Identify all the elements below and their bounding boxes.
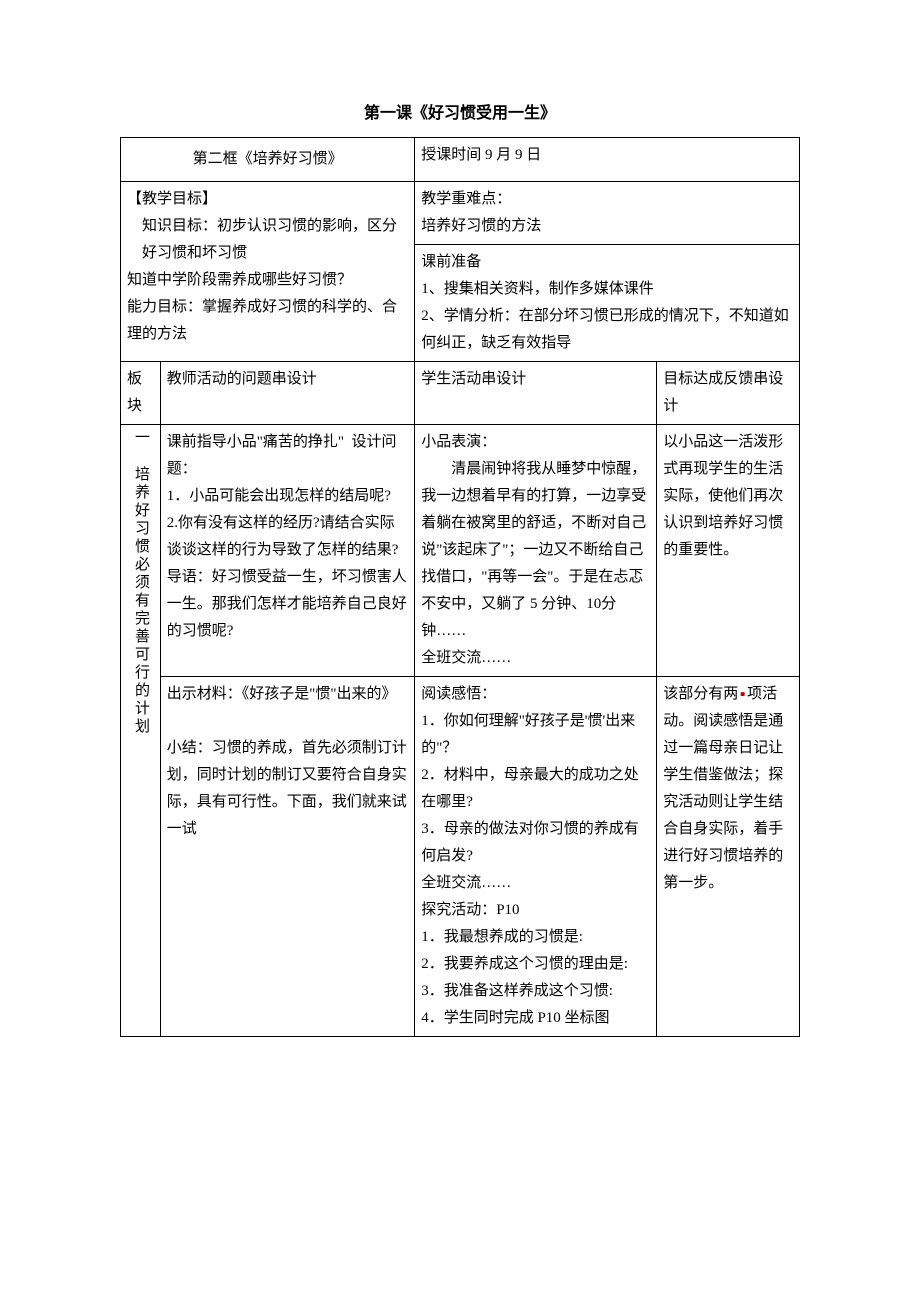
prep-line1: 1、搜集相关资料，制作多媒体课件: [421, 276, 793, 303]
lesson-date: 授课时间 9 月 9 日: [415, 137, 800, 181]
column-header-section: 板块: [121, 361, 161, 424]
prep-line2: 2、学情分析：在部分坏习惯已形成的情况下，不知道如何纠正，缺乏有效指导: [421, 303, 793, 357]
section-label-text: 一 培养好习惯必须有完善可行的计划: [127, 429, 154, 736]
teacher-activity-2: 出示材料：《好孩子是"惯"出来的》 小结：习惯的养成，首先必须制订计划，同时计划…: [160, 676, 414, 1036]
pre-class-prep: 课前准备 1、搜集相关资料，制作多媒体课件 2、学情分析：在部分坏习惯已形成的情…: [415, 244, 800, 361]
feedback-1: 以小品这一活泼形式再现学生的生活实际，使他们再次认识到培养好习惯的重要性。: [657, 424, 800, 676]
teacher-activity-1: 课前指导小品"痛苦的挣扎" 设计问题： 1．小品可能会出现怎样的结局呢? 2.你…: [160, 424, 414, 676]
key-points: 教学重难点： 培养好习惯的方法: [415, 181, 800, 244]
teacher-line2: 小结：习惯的养成，首先必须制订计划，同时计划的制订又要符合自身实际，具有可行性。…: [167, 735, 408, 843]
red-marker-icon: ■: [738, 689, 747, 698]
section-label: 一 培养好习惯必须有完善可行的计划: [121, 424, 161, 1036]
lesson-plan-table: 第二框《培养好习惯》 授课时间 9 月 9 日 【教学目标】 知识目标：初步认识…: [120, 137, 800, 1037]
teacher-line1: 出示材料：《好孩子是"惯"出来的》: [167, 681, 408, 708]
feedback-2-part2: 项活动。阅读感悟是通过一篇母亲日记让学生借鉴做法；探究活动则让学生结合自身实际，…: [663, 686, 783, 891]
column-header-teacher: 教师活动的问题串设计: [160, 361, 414, 424]
feedback-2: 该部分有两 ■ 项活动。阅读感悟是通过一篇母亲日记让学生借鉴做法；探究活动则让学…: [657, 676, 800, 1036]
student-body-1: 清晨闹钟将我从睡梦中惊醒，我一边想着早有的打算，一边享受着躺在被窝里的舒适，不断…: [421, 456, 650, 645]
keypoints-content: 培养好习惯的方法: [421, 213, 793, 240]
objectives-heading: 【教学目标】: [127, 186, 408, 213]
objectives-line2: 知道中学阶段需养成哪些好习惯？: [127, 267, 408, 294]
objectives-line3: 能力目标：掌握养成好习惯的科学的、合理的方法: [127, 294, 408, 348]
teaching-objectives: 【教学目标】 知识目标：初步认识习惯的影响，区分好习惯和坏习惯 知道中学阶段需养…: [121, 181, 415, 361]
keypoints-heading: 教学重难点：: [421, 186, 793, 213]
frame-title: 第二框《培养好习惯》: [121, 137, 415, 181]
feedback-2-part1: 该部分有两: [663, 686, 738, 702]
objectives-line1: 知识目标：初步认识习惯的影响，区分好习惯和坏习惯: [127, 213, 408, 267]
column-header-student: 学生活动串设计: [415, 361, 657, 424]
column-header-feedback: 目标达成反馈串设计: [657, 361, 800, 424]
student-activity-2: 阅读感悟： 1．你如何理解"好孩子是'惯'出来的"？ 2．材料中，母亲最大的成功…: [415, 676, 657, 1036]
prep-heading: 课前准备: [421, 249, 793, 276]
student-activity-1: 小品表演： 清晨闹钟将我从睡梦中惊醒，我一边想着早有的打算，一边享受着躺在被窝里…: [415, 424, 657, 676]
student-heading-1: 小品表演：: [421, 429, 650, 456]
student-end-1: 全班交流……: [421, 645, 650, 672]
lesson-title: 第一课《好习惯受用一生》: [120, 100, 800, 129]
